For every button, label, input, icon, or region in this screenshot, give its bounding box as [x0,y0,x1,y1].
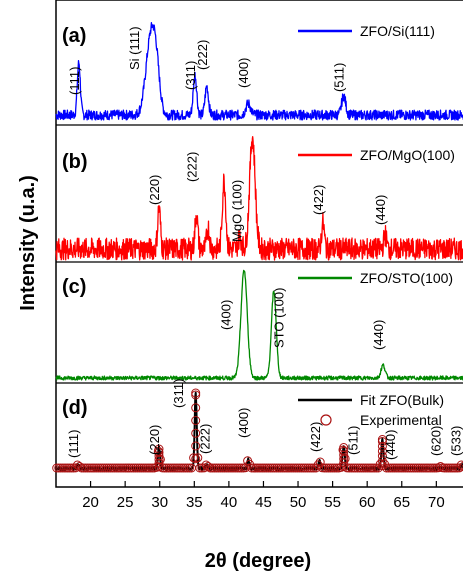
experimental-point [180,463,190,473]
experimental-point [191,416,201,425]
experimental-point [147,463,157,473]
experimental-point [182,463,192,473]
panel-letter: (c) [62,276,86,298]
experimental-point [339,446,349,456]
peak-label: (440) [383,430,398,460]
experimental-point [377,461,387,471]
peak-label: (422) [308,422,323,452]
series-line-c [55,269,463,381]
panel-letter: (a) [62,25,86,47]
panels: (a) ZFO/Si(111)(111)Si (111)(311)(222)(40… [52,22,463,473]
peak-label: (422) [311,185,326,215]
experimental-point [75,462,84,471]
experimental-point [377,441,387,451]
legend-entry: ZFO/MgO(100) [360,147,455,163]
experimental-point [454,463,463,473]
experimental-point [315,457,325,467]
legend-marker [320,414,332,426]
x-tick-label: 35 [186,494,203,511]
series-line-a [55,22,463,121]
x-axis: 20 25 30 35 40 45 50 55 60 65 70 [82,481,445,511]
peak-label: (440) [373,195,388,225]
peak-label: (222) [195,40,210,70]
experimental-point [377,451,387,461]
experimental-point [154,448,164,458]
experimental-point [203,462,213,471]
experimental-point [154,458,164,468]
experimental-point [330,463,340,473]
x-tick-label: 30 [151,494,168,511]
experimental-point [305,463,315,473]
panel-c: (c) ZFO/STO(100) (400) STO (100) (440) [55,261,463,381]
experimental-point [191,441,201,451]
x-tick-label: 40 [221,494,238,511]
legend-entry: Experimental [360,412,442,428]
peak-label: (311) [183,61,198,90]
experimental-point [367,463,377,473]
panel-b: (b) ZFO/MgO(100) (220) (222) MgO (100) (422) (… [55,124,463,261]
experimental-point [456,460,463,470]
series-line-b [55,136,463,261]
experimental-point [458,462,463,471]
experimental-point [191,403,201,413]
experimental-point [448,463,458,473]
peak-label: (400) [236,408,251,438]
experimental-point [191,428,201,438]
experimental-point [377,456,387,466]
x-tick-label: 55 [324,494,341,511]
peak-label: MgO (100) [229,180,244,242]
experimental-point [193,453,203,463]
legend-entry: ZFO/Si(111) [360,23,435,39]
experimental-point [236,463,246,473]
x-axis-title: 2θ (degree) [205,550,311,572]
peak-label: Si (111) [127,26,142,70]
plot-frame [55,0,463,488]
experimental-point [377,446,387,456]
peak-label: (222) [198,424,213,454]
peak-label: (511) [332,63,347,92]
peak-label: (511) [346,426,361,455]
experimental-point [154,455,164,465]
peak-label: (111) [67,67,82,95]
peak-label: (111) [66,430,81,458]
y-axis-title: Intensity (u.a.) [17,175,39,311]
experimental-point [145,463,155,473]
peak-label: (222) [184,152,199,182]
peak-label: (220) [147,425,162,455]
x-tick-label: 20 [82,494,99,511]
experimental-point [377,437,387,446]
x-tick-label: 25 [117,494,134,511]
panel-d: (d) Fit ZFO(Bulk) Experimental (111) (220) (3… [52,379,463,473]
x-tick-label: 45 [255,494,272,511]
experimental-point [191,454,201,464]
experimental-point [154,451,164,461]
legend-entry: Fit ZFO(Bulk) [360,392,444,408]
panel-a: (a) ZFO/Si(111) (111) Si (111) (311)(222) (40… [55,22,463,121]
peak-label: (311) [171,379,186,408]
panel-letter: (b) [62,151,88,173]
legend-entry: ZFO/STO(100) [360,270,453,286]
experimental-point [427,463,437,473]
peak-label: STO (100) [272,288,287,348]
experimental-point [154,444,164,454]
experimental-point [154,462,164,472]
experimental-point [64,463,74,473]
x-tick-label: 70 [428,494,445,511]
experimental-point [339,443,349,452]
x-tick-label: 50 [290,494,307,511]
x-tick-label: 65 [393,494,410,511]
peak-label: (400) [218,300,233,330]
peak-label: (533) [449,426,463,456]
peak-label: (620) [429,426,444,456]
x-tick-label: 60 [359,494,376,511]
panel-letter: (d) [62,397,88,419]
experimental-point [436,462,445,471]
experimental-point [191,390,201,400]
experimental-point [189,453,199,463]
peak-label: (220) [147,175,162,205]
peak-label: (400) [236,58,251,88]
peak-label: (440) [371,320,386,350]
